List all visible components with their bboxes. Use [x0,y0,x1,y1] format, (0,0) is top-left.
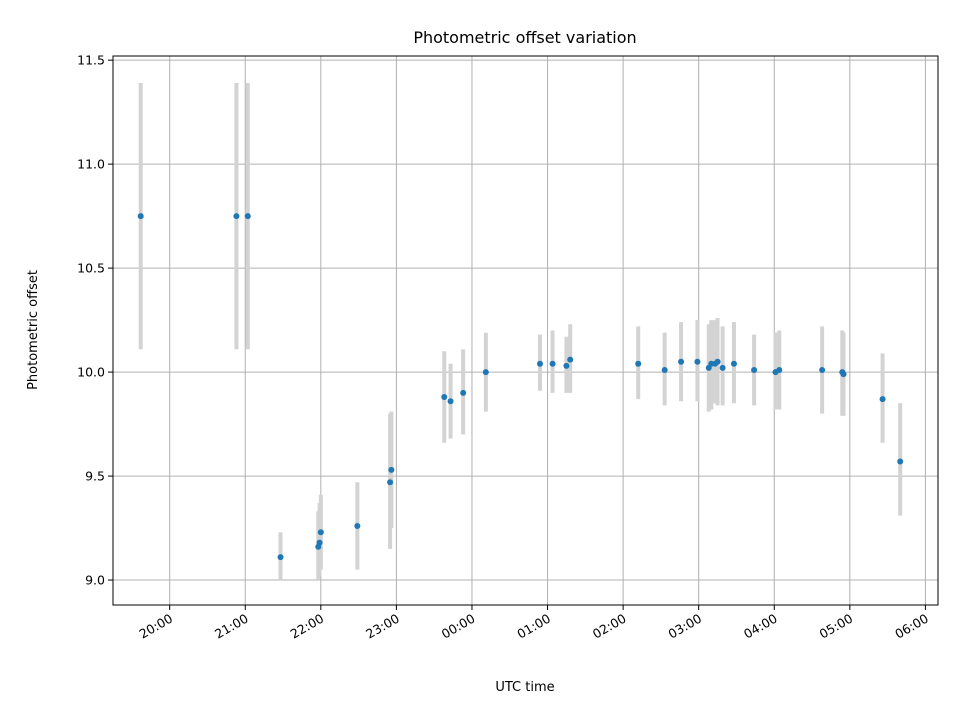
data-point [137,213,144,220]
data-point [751,367,758,374]
data-point [719,364,726,371]
data-point [388,466,395,473]
x-tick-label: 20:00 [136,611,175,642]
data-point [536,360,543,367]
data-point [897,458,904,465]
data-point [819,367,826,374]
data-point [460,389,467,396]
data-point [879,396,886,403]
x-tick-label: 05:00 [817,611,856,642]
data-point [244,213,251,220]
data-point [441,394,448,401]
x-tick-label: 06:00 [892,611,931,642]
y-tick-label: 11.0 [77,157,105,172]
x-tick-label: 23:00 [363,611,402,642]
x-tick-label: 22:00 [288,611,327,642]
x-tick-label: 03:00 [665,611,704,642]
data-point [730,360,737,367]
data-point [635,360,642,367]
x-tick-label: 00:00 [439,611,478,642]
x-tick-label: 21:00 [212,611,251,642]
data-point [317,529,324,536]
data-point [233,213,240,220]
data-point [447,398,454,405]
chart-title: Photometric offset variation [413,28,636,47]
y-tick-label: 9.5 [85,469,105,484]
data-point [549,360,556,367]
data-point [354,522,361,529]
x-tick-label: 04:00 [741,611,780,642]
data-point [678,358,685,365]
data-point [776,367,783,374]
y-axis: 9.0 9.5 10.0 10.5 11.0 11.5 [77,53,113,588]
data-point [714,358,721,365]
data-point [694,358,701,365]
y-tick-label: 9.0 [85,573,105,588]
y-tick-label: 10.5 [77,261,105,276]
plot-frame [112,55,939,606]
grid [113,56,938,605]
x-axis: 20:00 21:00 22:00 23:00 00:00 01:00 02:00 03:00… [136,605,931,642]
x-tick-label: 02:00 [590,611,629,642]
data-point [567,356,574,363]
data-point [482,369,489,376]
data-point [277,554,284,561]
x-axis-label: UTC time [495,680,554,695]
y-tick-label: 10.0 [77,365,105,380]
data-point [563,362,570,369]
y-axis-label: Photometric offset [26,270,41,390]
x-tick-label: 01:00 [514,611,553,642]
data-point [316,539,323,546]
data-point [840,371,847,378]
data-point [661,367,668,374]
data-points [137,213,904,561]
y-tick-label: 11.5 [77,53,105,68]
error-bars [138,83,903,581]
data-point [387,479,394,486]
